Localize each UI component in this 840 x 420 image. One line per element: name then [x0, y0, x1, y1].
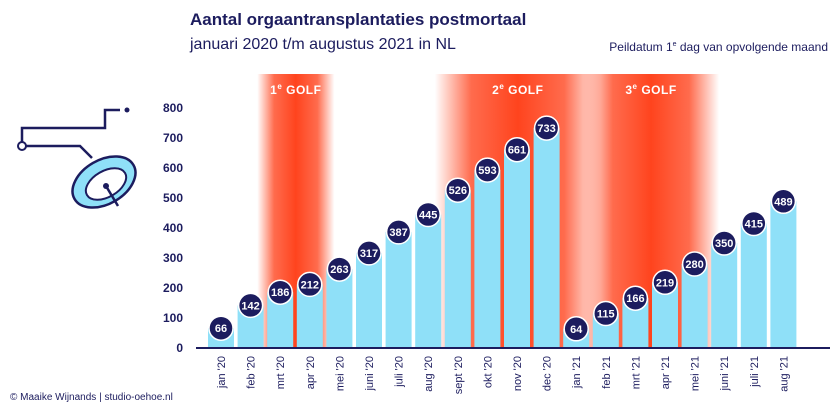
- credit-text: © Maaike Wijnands | studio-oehoe.nl: [10, 392, 173, 403]
- x-tick-label-7: aug '20: [423, 356, 435, 392]
- value-bubble-7: [415, 201, 441, 228]
- x-tick-label-18: juli '21: [749, 356, 761, 388]
- value-bubble-0: [208, 315, 234, 341]
- value-label-15: 219: [656, 277, 674, 289]
- value-bubble-16: [681, 251, 708, 277]
- bar-8: [444, 190, 471, 348]
- value-bubble-4: [326, 256, 353, 282]
- value-label-14: 166: [626, 293, 644, 305]
- value-bubble-1: [237, 292, 264, 319]
- x-tick-label-9: okt '20: [482, 356, 494, 388]
- x-tick-label-17: juni '21: [719, 356, 731, 392]
- bar-7: [415, 214, 442, 348]
- y-tick-label-8: 800: [163, 101, 183, 115]
- wave-label-1: 1e GOLF: [270, 82, 321, 97]
- x-tick-label-2: mrt '20: [275, 356, 287, 389]
- x-tick-label-3: apr '20: [305, 356, 317, 389]
- value-label-11: 733: [537, 123, 555, 135]
- x-tick-label-11: dec '20: [542, 356, 554, 391]
- chart-title: Aantal orgaantransplantaties postmortaal: [190, 10, 527, 29]
- value-label-5: 317: [360, 248, 378, 260]
- value-bubble-17: [711, 230, 737, 256]
- value-bubble-11: [533, 115, 560, 141]
- bar-9: [474, 170, 501, 348]
- bar-6: [385, 231, 412, 348]
- value-bubble-9: [474, 157, 501, 183]
- value-bubble-3: [297, 271, 323, 298]
- x-tick-label-4: mei '20: [334, 356, 346, 391]
- y-tick-label-4: 400: [163, 221, 183, 235]
- y-tick-label-5: 500: [163, 191, 183, 205]
- y-tick-label-3: 300: [163, 251, 183, 265]
- value-label-3: 212: [301, 279, 319, 291]
- value-label-8: 526: [449, 185, 467, 197]
- value-label-12: 64: [570, 324, 583, 336]
- bar-4: [326, 269, 353, 348]
- y-tick-label-0: 0: [176, 341, 183, 355]
- value-bubble-18: [741, 210, 767, 237]
- wave-label-2: 2e GOLF: [492, 82, 543, 97]
- chart-subtitle: januari 2020 t/m augustus 2021 in NL: [190, 36, 456, 53]
- value-label-1: 142: [241, 300, 259, 312]
- bar-17: [711, 243, 738, 348]
- value-label-16: 280: [685, 259, 703, 271]
- x-tick-label-14: mrt '21: [630, 356, 642, 389]
- value-label-7: 445: [419, 210, 437, 222]
- value-label-9: 593: [478, 165, 496, 177]
- y-tick-label-2: 200: [163, 281, 183, 295]
- y-tick-label-6: 600: [163, 161, 183, 175]
- value-label-2: 186: [271, 287, 289, 299]
- bar-10: [504, 149, 530, 348]
- x-tick-label-12: jan '21: [571, 356, 583, 389]
- value-bubble-5: [356, 240, 382, 266]
- reference-date-note: Peildatum 1e dag van opvolgende maand: [609, 40, 828, 54]
- value-label-0: 66: [215, 323, 227, 335]
- x-tick-label-0: jan '20: [216, 356, 228, 389]
- value-label-19: 489: [774, 196, 792, 208]
- value-bubble-13: [593, 300, 619, 327]
- x-tick-label-10: nov '20: [512, 356, 524, 391]
- x-tick-label-5: juni '20: [364, 356, 376, 392]
- x-tick-label-6: juli '20: [394, 356, 406, 388]
- value-label-10: 661: [508, 145, 526, 157]
- x-tick-label-1: feb '20: [246, 356, 258, 389]
- bar-18: [740, 223, 767, 348]
- value-bubble-8: [445, 177, 471, 203]
- y-tick-label-1: 100: [163, 311, 183, 325]
- x-tick-label-8: sept '20: [453, 356, 465, 394]
- bar-19: [770, 201, 797, 348]
- value-bubble-10: [504, 136, 530, 163]
- value-label-18: 415: [745, 219, 763, 231]
- bar-5: [356, 252, 382, 348]
- bar-11: [533, 128, 560, 348]
- y-tick-label-7: 700: [163, 131, 183, 145]
- value-bubble-6: [385, 219, 412, 245]
- operating-lamp-icon: [17, 107, 137, 209]
- bar-16: [681, 264, 708, 348]
- x-tick-label-16: mei '21: [690, 356, 702, 391]
- value-bubble-19: [770, 188, 797, 215]
- value-bubble-14: [622, 285, 649, 311]
- x-tick-label-19: aug '21: [778, 356, 790, 392]
- value-bubble-15: [652, 269, 678, 296]
- value-label-6: 387: [389, 227, 407, 239]
- wave-label-3: 3e GOLF: [625, 82, 676, 97]
- value-bubble-2: [267, 279, 293, 305]
- value-label-17: 350: [715, 238, 733, 250]
- x-tick-label-15: apr '21: [660, 356, 672, 389]
- x-tick-label-13: feb '21: [601, 356, 613, 389]
- value-label-4: 263: [330, 264, 348, 276]
- value-label-13: 115: [597, 309, 615, 321]
- value-bubble-12: [563, 316, 589, 342]
